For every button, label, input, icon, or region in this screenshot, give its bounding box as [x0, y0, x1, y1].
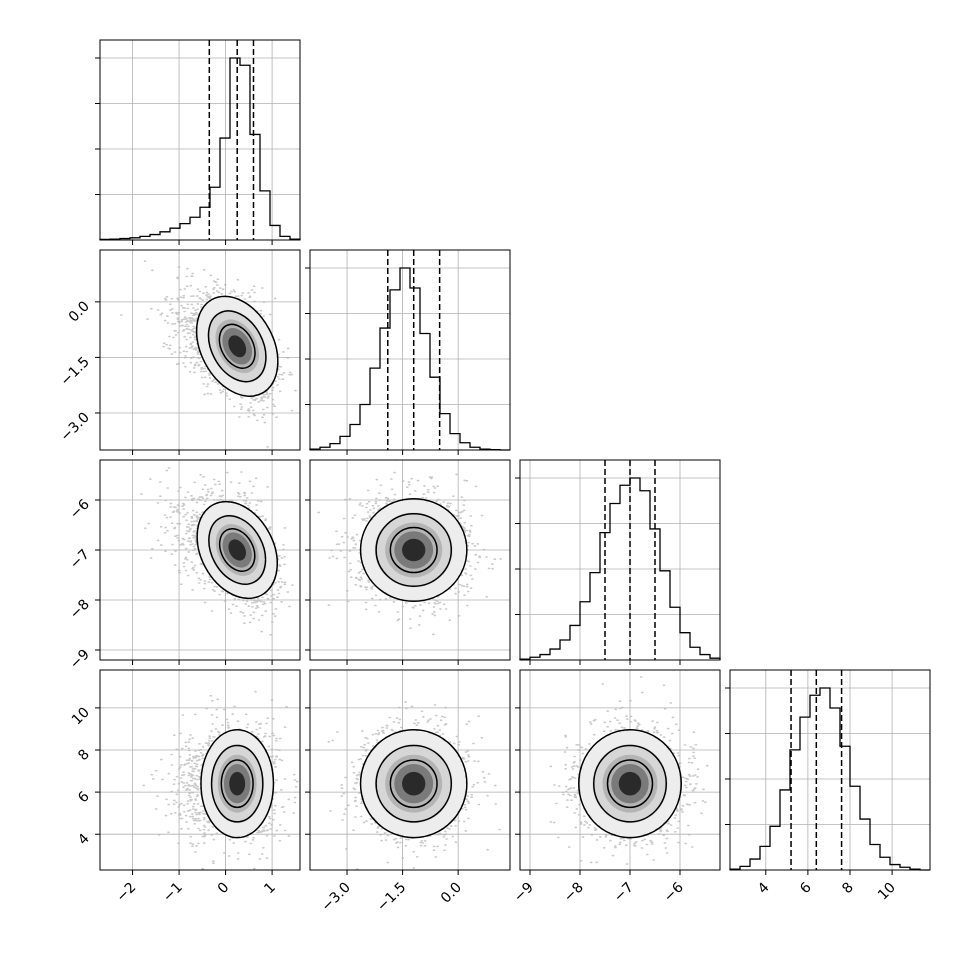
density-level: [402, 538, 426, 562]
contour-line: [220, 759, 254, 809]
y-tick-label: −1.5: [57, 354, 92, 389]
x-tick-label: −1: [160, 880, 186, 906]
panel-frame: [99, 249, 301, 451]
x-tick-label: 0.0: [438, 880, 465, 907]
y-tick-label: −8: [67, 597, 93, 623]
contour-line: [606, 759, 654, 809]
contour-line: [359, 728, 468, 839]
y-tick-label: −7: [67, 547, 93, 573]
scatter-panel-4-2: [309, 669, 511, 871]
histogram-step: [309, 267, 510, 451]
histogram-panel-4: [725, 669, 931, 871]
scatter-panel-3-1: [99, 459, 301, 661]
y-tick-label: 8: [75, 747, 93, 765]
contour-line: [208, 515, 267, 585]
panel-frame: [99, 39, 301, 241]
contour-line: [593, 744, 667, 823]
x-tick-label: −1.5: [374, 880, 409, 915]
y-tick-label: 0.0: [66, 298, 93, 325]
panel-frame: [309, 459, 511, 661]
density-level: [228, 539, 246, 561]
y-tick-label: −3.0: [57, 409, 92, 444]
x-tick-label: 0: [215, 880, 233, 898]
panel-frame: [99, 459, 301, 661]
contour-line: [200, 728, 275, 839]
panel-frame: [309, 249, 511, 451]
y-tick-label: −6: [67, 496, 93, 522]
x-tick-label: −9: [511, 880, 537, 906]
histogram-panel-2: [305, 249, 511, 451]
panel-frame: [519, 459, 721, 661]
contour-line: [389, 526, 438, 574]
histogram-step: [729, 687, 930, 871]
x-tick-label: −3.0: [319, 880, 354, 915]
histogram-step: [99, 57, 301, 241]
histogram-panel-1: [95, 39, 301, 241]
contour-line: [196, 500, 278, 600]
density-level: [229, 771, 246, 796]
y-tick-label: −9: [67, 647, 93, 673]
contour-line: [195, 295, 279, 397]
scatter-panel-4-3: [519, 669, 721, 871]
contour-line: [218, 528, 256, 572]
x-tick-label: 8: [839, 880, 857, 898]
density-level: [228, 335, 247, 358]
panel-frame: [519, 669, 721, 871]
x-tick-label: 4: [755, 879, 773, 897]
x-tick-label: −6: [661, 879, 687, 905]
contour-line: [375, 744, 453, 823]
contour-line: [218, 323, 256, 369]
contour-line: [578, 728, 682, 839]
contour-line: [210, 744, 264, 823]
histogram-panel-3: [515, 459, 721, 661]
contour-line: [375, 513, 453, 587]
density-level: [618, 771, 642, 796]
x-tick-label: 10: [875, 880, 899, 904]
histogram-step: [519, 477, 721, 660]
scatter-panel-2-1: [99, 249, 301, 451]
y-tick-label: 4: [75, 831, 93, 849]
x-tick-label: −7: [611, 880, 637, 906]
contour-line: [207, 310, 267, 383]
x-tick-label: −2: [113, 880, 139, 906]
x-tick-label: 6: [797, 879, 815, 897]
contour-line: [359, 498, 468, 602]
y-tick-label: 6: [75, 789, 93, 807]
panel-frame: [309, 669, 511, 871]
scatter-panel-4-1: [99, 669, 301, 871]
contour-line: [389, 759, 438, 809]
scatter-panel-3-2: [309, 459, 511, 661]
x-tick-label: −8: [561, 880, 587, 906]
density-level: [402, 771, 426, 796]
panel-frame: [729, 669, 931, 871]
panel-frame: [99, 669, 301, 871]
x-tick-label: 1: [261, 880, 279, 898]
y-tick-label: 10: [69, 704, 93, 728]
